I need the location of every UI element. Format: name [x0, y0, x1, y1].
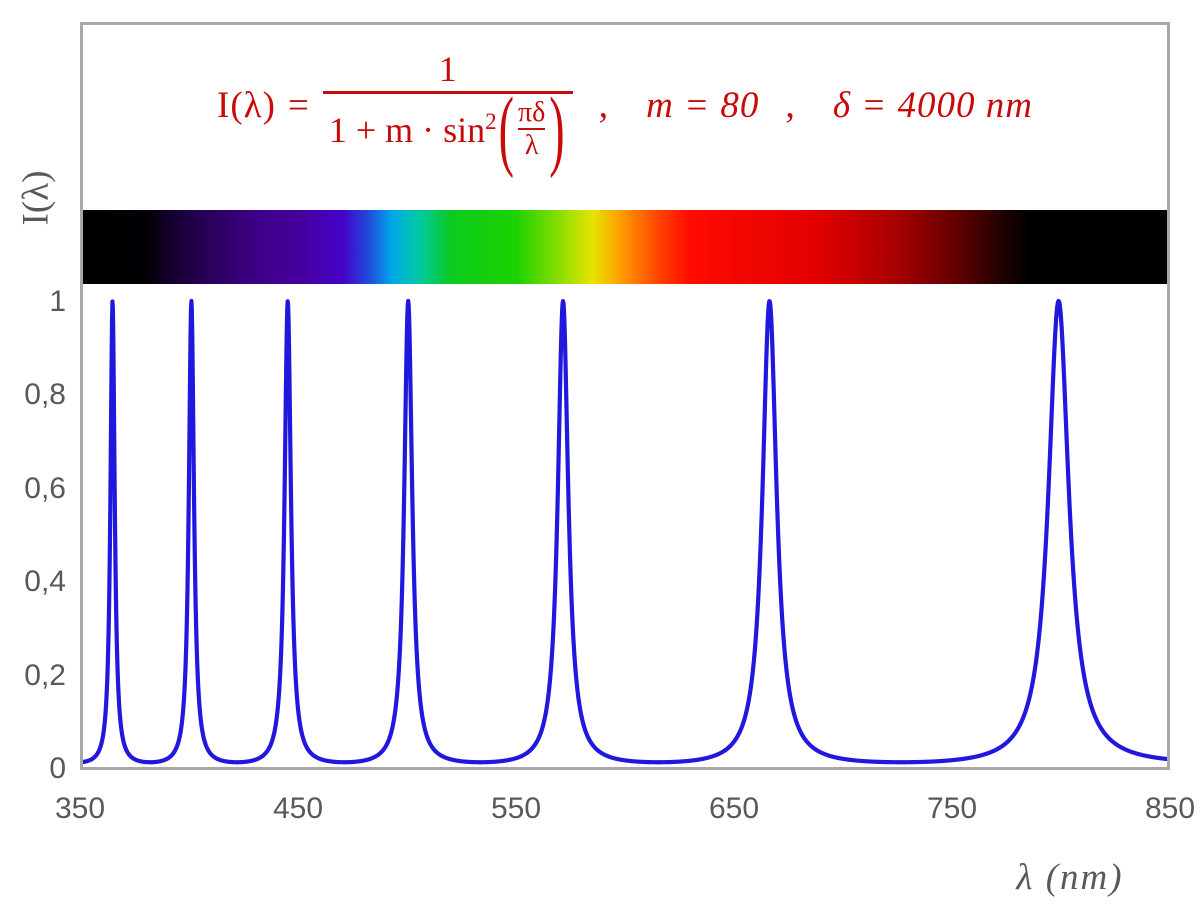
- ytick-0-8: 0,8: [24, 378, 66, 411]
- xtick-350: 350: [54, 792, 106, 825]
- xtick-550: 550: [490, 792, 542, 825]
- inner-denominator: λ: [524, 129, 539, 161]
- intensity-curve-svg: [83, 298, 1167, 765]
- y-axis-title: I(λ): [15, 170, 57, 226]
- formula-annotation: I(λ) = 1 1 + m · sin2 ( πδ λ ) , m = 80 …: [83, 30, 1167, 180]
- fraction-numerator: 1: [438, 48, 457, 89]
- x-axis-title: λ (nm): [1016, 857, 1124, 898]
- curve-area: [83, 293, 1167, 770]
- ytick-0-6: 0,6: [24, 472, 66, 505]
- formula-lhs: I(λ): [217, 84, 276, 126]
- xtick-450: 450: [272, 792, 324, 825]
- comma-2: ,: [785, 84, 795, 126]
- sin-exponent: 2: [485, 108, 497, 134]
- ytick-1: 1: [49, 285, 66, 318]
- visible-spectrum-bar: [83, 210, 1167, 284]
- xtick-850: 850: [1144, 792, 1196, 825]
- left-paren: (: [498, 78, 514, 179]
- fraction-denominator: 1 + m · sin2 ( πδ λ ): [323, 84, 573, 174]
- ytick-0: 0: [49, 752, 66, 785]
- ytick-0-4: 0,4: [24, 565, 66, 598]
- plot-frame: [80, 22, 1170, 770]
- param-m: m = 80: [646, 84, 760, 126]
- inner-fraction: πδ λ: [517, 96, 546, 162]
- inner-numerator: πδ: [517, 96, 546, 128]
- xtick-750: 750: [926, 792, 978, 825]
- comma-1: ,: [598, 84, 609, 126]
- fraction-bar: [322, 90, 573, 94]
- inner-fraction-bar: [517, 127, 546, 130]
- right-paren: ): [549, 78, 565, 179]
- param-delta: δ = 4000 nm: [832, 84, 1033, 126]
- ytick-0-2: 0,2: [24, 659, 66, 692]
- formula-fraction: 1 1 + m · sin2 ( πδ λ ): [322, 48, 573, 174]
- denominator-prefix: 1 + m · sin2: [328, 108, 497, 150]
- formula-equals: =: [287, 84, 309, 126]
- xtick-650: 650: [708, 792, 760, 825]
